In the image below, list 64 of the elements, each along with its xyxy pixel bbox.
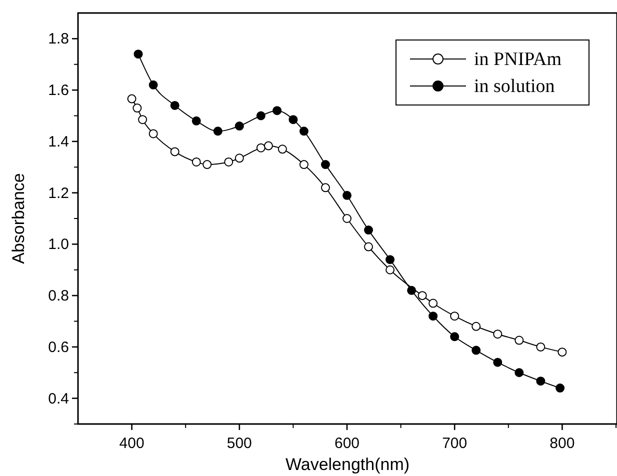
legend-label: in solution	[474, 76, 556, 97]
point	[234, 122, 244, 131]
point	[386, 255, 395, 264]
point	[493, 358, 502, 367]
y-tick-label: 1.8	[48, 30, 69, 48]
point	[472, 322, 481, 331]
point	[170, 100, 180, 110]
point	[132, 104, 142, 113]
y-tick-label: 0.6	[48, 338, 69, 356]
point	[138, 115, 148, 124]
point	[264, 141, 273, 150]
point	[342, 190, 352, 200]
point	[213, 126, 222, 136]
point	[192, 116, 201, 126]
point	[514, 368, 524, 378]
x-tick-label: 600	[334, 435, 360, 452]
point	[224, 157, 234, 166]
point	[514, 336, 524, 345]
point	[272, 106, 282, 116]
x-tick-label: 800	[550, 435, 575, 452]
y-tick-label: 1.2	[48, 184, 69, 202]
point	[386, 265, 395, 274]
y-tick-label: 1.6	[48, 82, 69, 100]
point	[127, 94, 136, 104]
point	[320, 160, 330, 170]
point	[234, 154, 244, 163]
point	[278, 144, 287, 154]
point	[450, 332, 460, 342]
point	[192, 157, 201, 166]
y-tick-label: 1.0	[48, 236, 69, 254]
point	[299, 126, 308, 136]
x-tick-label: 500	[226, 435, 252, 452]
point	[202, 160, 212, 170]
point	[148, 129, 158, 138]
point	[556, 384, 565, 393]
y-axis-title: Absorbance	[9, 173, 28, 264]
legend-label: in PNIPAm	[474, 49, 562, 70]
point	[428, 312, 438, 321]
point	[288, 115, 298, 124]
point	[320, 183, 330, 192]
point	[493, 330, 502, 339]
point	[428, 298, 438, 308]
point	[299, 160, 308, 170]
y-tick-label: 1.4	[48, 133, 69, 150]
point	[536, 376, 546, 386]
point	[256, 111, 266, 120]
point	[170, 147, 180, 156]
point	[558, 348, 567, 357]
point	[407, 286, 416, 295]
point	[148, 80, 158, 90]
point	[342, 214, 352, 223]
x-axis-title: Wavelength(nm)	[285, 455, 410, 474]
x-tick-label: 400	[119, 435, 144, 452]
x-tick-label: 700	[442, 435, 468, 452]
point	[450, 312, 460, 321]
y-tick-label: 0.4	[48, 390, 69, 408]
point	[134, 50, 143, 59]
y-tick-label: 0.8	[48, 288, 69, 305]
point	[418, 291, 427, 300]
point	[256, 143, 266, 152]
point	[364, 242, 374, 252]
point	[364, 226, 374, 235]
point	[472, 346, 481, 355]
point	[536, 342, 546, 352]
